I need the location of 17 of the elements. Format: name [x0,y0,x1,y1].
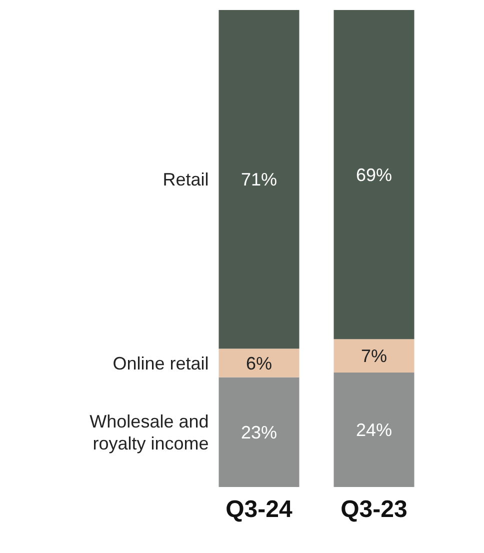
bar [334,339,414,373]
series-label: Wholesale and royalty income [90,411,209,454]
series-label: Online retail [112,353,209,374]
bar [218,10,300,349]
data-label: 23% [240,422,278,442]
data-label: 69% [356,164,392,185]
bar [218,377,300,487]
data-label: 24% [356,420,392,440]
bar [334,10,414,340]
bar [218,348,300,378]
bar [334,372,414,487]
x-tick-label: Q3-24 [226,496,294,523]
data-label: 7% [360,346,388,366]
data-label: 71% [240,170,278,190]
x-tick-label: Q3-23 [340,496,408,523]
data-label: 6% [246,353,272,374]
series-label: Retail [162,170,209,190]
